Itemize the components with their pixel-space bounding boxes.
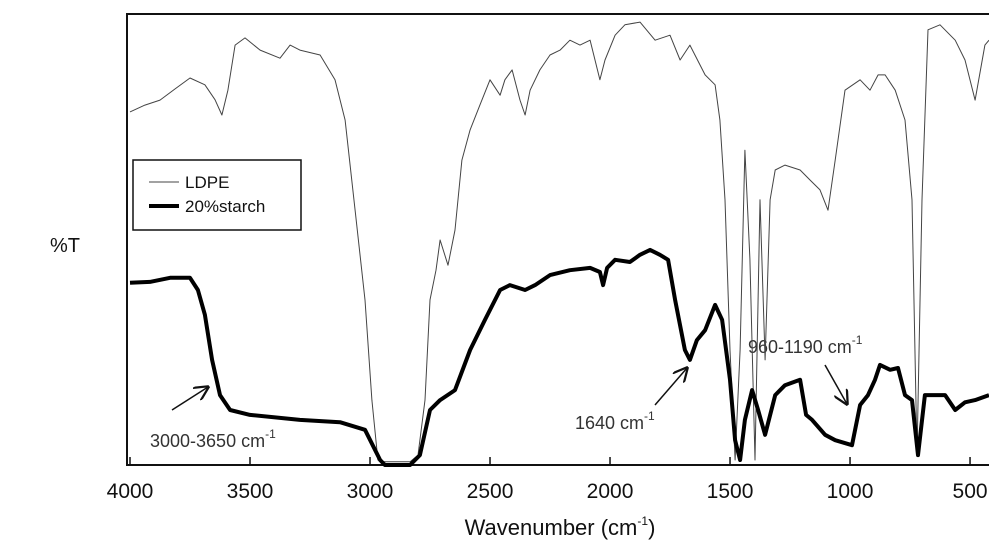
- x-tick-label: 2000: [587, 480, 634, 503]
- x-tick-label: 1000: [827, 480, 874, 503]
- x-axis-label-text: Wavenumber (cm: [465, 515, 638, 540]
- annotation-main: 1640 cm: [575, 413, 644, 433]
- y-axis-label: %T: [50, 235, 80, 257]
- annotation-main: 3000-3650 cm: [150, 431, 265, 451]
- x-axis-label: Wavenumber (cm-1): [465, 514, 656, 540]
- x-tick-label: 3000: [347, 480, 394, 503]
- x-axis-label-tail: ): [648, 515, 655, 540]
- series-line: [129, 21, 989, 463]
- annotation: 960-1190 cm-1: [748, 333, 863, 404]
- annotation-sup: -1: [644, 409, 655, 423]
- annotation-text: 3000-3650 cm-1: [150, 427, 276, 451]
- x-axis-label-sup: -1: [637, 514, 648, 528]
- annotation-arrow: [171, 387, 208, 411]
- x-tick-label: 1500: [707, 480, 754, 503]
- series-line: [129, 247, 989, 467]
- x-tick-label: 500: [953, 480, 988, 503]
- legend: LDPE 20%starch: [132, 159, 302, 231]
- annotation: 3000-3650 cm-1: [150, 387, 276, 451]
- legend-label: 20%starch: [185, 197, 265, 216]
- annotation-text: 960-1190 cm-1: [748, 333, 863, 357]
- annotation: 1640 cm-1: [575, 368, 687, 433]
- x-tick-label: 2500: [467, 480, 514, 503]
- annotation-main: 960-1190 cm: [748, 337, 852, 357]
- legend-box: [132, 159, 302, 231]
- x-tick-label: 4000: [107, 480, 154, 503]
- x-tick-label: 3500: [227, 480, 274, 503]
- annotation-arrow: [824, 364, 847, 404]
- annotation-sup: -1: [265, 427, 276, 441]
- annotation-text: 1640 cm-1: [575, 409, 655, 433]
- annotation-sup: -1: [852, 333, 863, 347]
- plot-frame: [126, 13, 989, 466]
- annotation-arrow: [654, 368, 687, 406]
- legend-label: LDPE: [185, 173, 229, 192]
